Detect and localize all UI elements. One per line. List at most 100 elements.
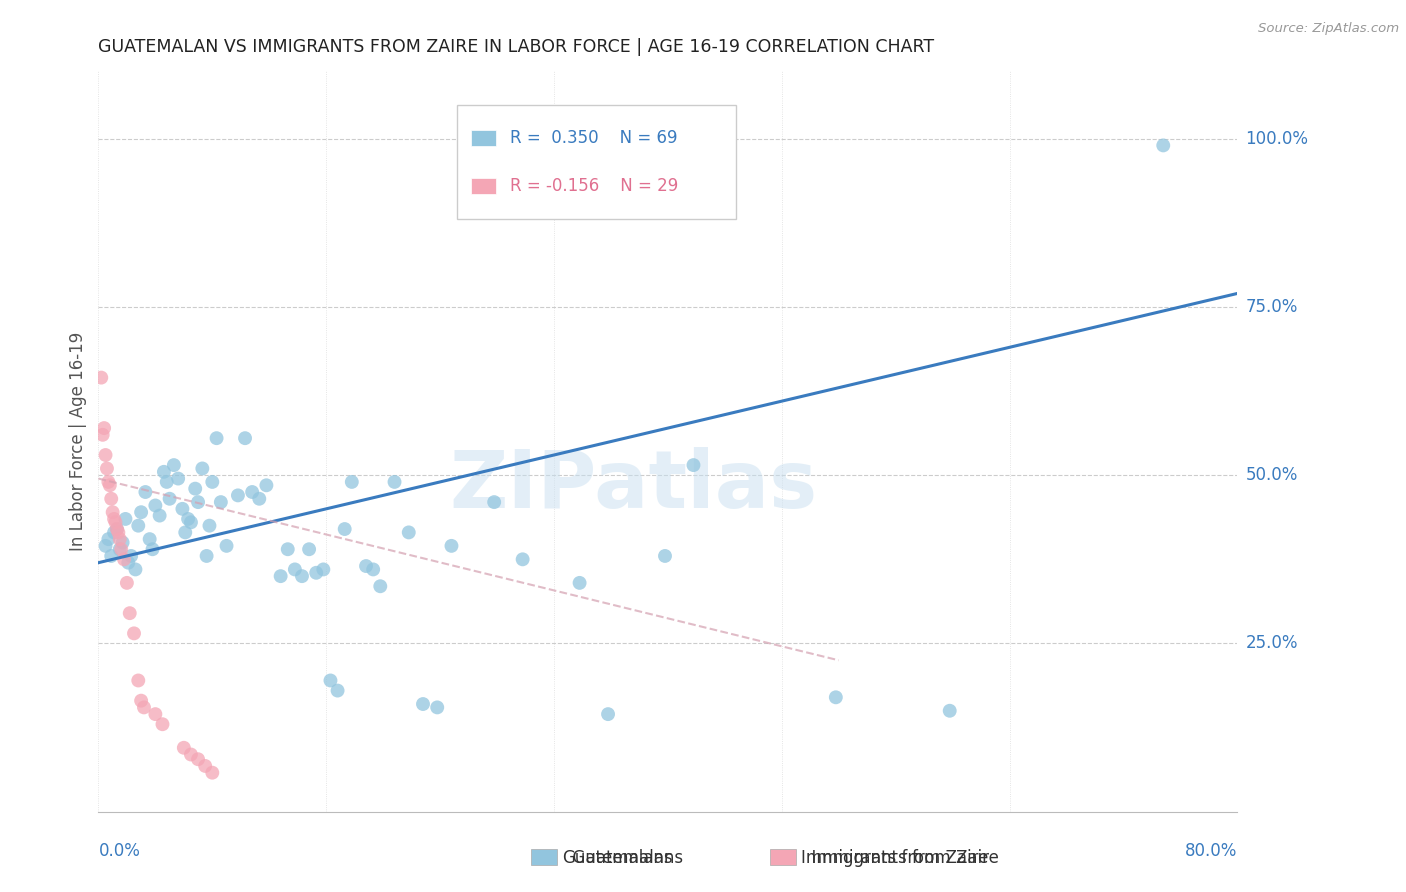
Point (233, 431, 256, 445)
Point (97, 475, 120, 489)
Point (152, 717, 174, 731)
Point (97, 532, 120, 546)
Point (384, 475, 406, 489)
Point (194, 759, 217, 773)
Point (209, 495, 232, 509)
Point (111, 535, 134, 549)
Point (110, 542, 132, 557)
Point (198, 518, 221, 533)
Point (191, 461, 214, 475)
Point (654, 549, 676, 563)
Point (129, 505, 152, 519)
Point (138, 532, 160, 546)
Point (149, 508, 172, 523)
Text: 50.0%: 50.0% (1246, 467, 1298, 484)
Point (291, 569, 314, 583)
Point (596, 707, 619, 722)
Point (240, 485, 263, 500)
Point (127, 518, 149, 533)
Point (124, 562, 146, 576)
Point (100, 549, 122, 563)
Point (1152, 138, 1174, 153)
Text: 25.0%: 25.0% (1246, 634, 1298, 652)
Text: R = -0.156    N = 29: R = -0.156 N = 29 (509, 178, 678, 195)
Text: Source: ZipAtlas.com: Source: ZipAtlas.com (1258, 22, 1399, 36)
Point (118, 606, 141, 620)
Point (145, 499, 167, 513)
Point (247, 491, 270, 506)
Point (104, 516, 127, 530)
Point (114, 512, 136, 526)
Point (159, 491, 181, 506)
Point (112, 552, 135, 566)
Point (180, 747, 202, 762)
Text: R =  0.350    N = 69: R = 0.350 N = 69 (509, 129, 678, 147)
Point (132, 700, 155, 714)
Point (412, 697, 434, 711)
Point (326, 683, 349, 698)
Point (172, 501, 194, 516)
Point (824, 690, 846, 705)
Point (117, 556, 139, 570)
Point (305, 566, 328, 580)
Point (398, 525, 420, 540)
Text: Immigrants from Zaire: Immigrants from Zaire (801, 849, 1000, 867)
Point (107, 525, 129, 540)
Point (103, 525, 125, 540)
Point (134, 485, 156, 500)
Point (145, 707, 167, 722)
Point (440, 539, 463, 553)
Point (127, 673, 149, 688)
Point (482, 495, 505, 509)
Point (195, 549, 218, 563)
FancyBboxPatch shape (457, 104, 737, 219)
Point (426, 700, 449, 714)
Y-axis label: In Labor Force | Age 16-19: In Labor Force | Age 16-19 (69, 332, 87, 551)
Point (938, 704, 960, 718)
Point (173, 740, 195, 755)
Point (270, 569, 292, 583)
Point (312, 562, 335, 576)
Point (94, 539, 117, 553)
Point (120, 549, 142, 563)
Point (167, 472, 190, 486)
Point (177, 512, 200, 526)
Point (284, 562, 307, 576)
Text: 0.0%: 0.0% (98, 842, 141, 860)
Point (98, 478, 121, 492)
Point (90, 370, 112, 384)
Text: Immigrants from Zaire: Immigrants from Zaire (801, 849, 988, 867)
Point (101, 505, 124, 519)
Point (105, 522, 128, 536)
Point (226, 488, 249, 502)
Point (361, 562, 384, 576)
Point (333, 522, 356, 536)
Text: 75.0%: 75.0% (1246, 298, 1298, 316)
Point (103, 512, 125, 526)
Point (108, 532, 131, 546)
Point (108, 542, 131, 557)
Point (100, 491, 122, 506)
Point (205, 431, 228, 445)
Point (174, 525, 197, 540)
Point (354, 559, 377, 574)
Point (512, 552, 534, 566)
Point (180, 516, 202, 530)
Point (93, 421, 115, 435)
Point (184, 482, 207, 496)
Point (277, 542, 299, 557)
Point (298, 542, 321, 557)
Text: ZIPatlas: ZIPatlas (450, 447, 818, 525)
Point (96, 461, 118, 475)
FancyBboxPatch shape (471, 130, 496, 146)
Point (91, 427, 114, 442)
Text: Guatemalans: Guatemalans (562, 849, 683, 867)
Point (187, 752, 209, 766)
FancyBboxPatch shape (471, 178, 496, 194)
Point (163, 458, 186, 472)
Point (187, 495, 209, 509)
Point (94, 448, 117, 462)
Point (156, 475, 179, 489)
Text: Guatemalans: Guatemalans (562, 849, 673, 867)
Point (115, 575, 138, 590)
